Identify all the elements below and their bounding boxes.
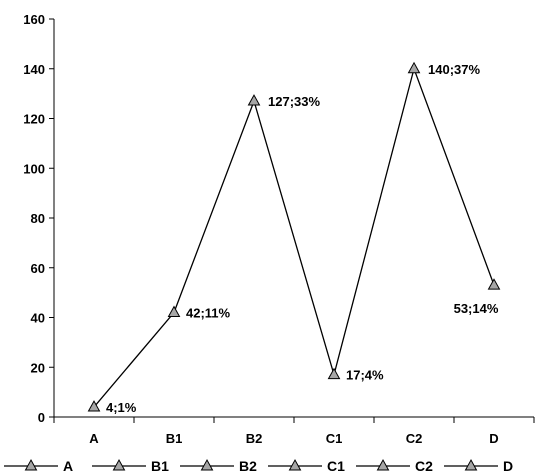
legend-marker (200, 459, 214, 471)
legend-item: A (4, 458, 73, 474)
y-tick-label: 80 (31, 211, 45, 226)
data-label: 53;14% (454, 301, 499, 316)
y-tick-label: 160 (23, 12, 45, 27)
legend-marker (464, 459, 478, 471)
series-line (93, 66, 495, 408)
data-labels: 4;1% 42;11% 127;33% 17;4% 140;37% 53;14% (106, 62, 499, 415)
legend-item: D (444, 458, 513, 474)
data-point-marker (87, 400, 101, 412)
y-axis: 0 20 40 60 80 100 120 140 160 (23, 12, 55, 425)
y-tick-label: 40 (31, 311, 45, 326)
x-tick-label: D (489, 431, 498, 446)
y-tick-label: 0 (38, 410, 45, 425)
legend-label: C2 (415, 458, 433, 474)
data-label: 4;1% (106, 400, 137, 415)
x-tick-label: B1 (166, 431, 183, 446)
legend-marker (112, 459, 126, 471)
y-tick-label: 60 (31, 261, 45, 276)
series-line-group (87, 61, 501, 412)
data-label: 42;11% (186, 306, 231, 321)
legend-item: B2 (180, 458, 257, 474)
legend-item: B1 (92, 458, 169, 474)
legend-marker (376, 459, 390, 471)
data-point-marker (407, 61, 421, 74)
data-label: 140;37% (428, 62, 480, 77)
legend-label: B2 (239, 458, 257, 474)
legend-item: C2 (356, 458, 433, 474)
data-point-marker (167, 305, 181, 317)
y-tick-label: 100 (23, 161, 45, 176)
data-point-marker (487, 278, 501, 290)
data-label: 127;33% (268, 94, 320, 109)
x-tick-label: A (89, 431, 99, 446)
legend-marker (288, 459, 302, 471)
x-tick-label: B2 (246, 431, 263, 446)
legend-item: C1 (268, 458, 345, 474)
legend-label: A (63, 458, 73, 474)
legend-label: C1 (327, 458, 345, 474)
x-tick-label: C2 (406, 431, 423, 446)
x-axis: A B1 B2 C1 C2 D (53, 416, 535, 446)
legend-label: D (503, 458, 513, 474)
y-tick-label: 120 (23, 112, 45, 127)
y-tick-label: 20 (31, 360, 45, 375)
y-tick-label: 140 (23, 62, 45, 77)
legend-label: B1 (151, 458, 169, 474)
x-tick-label: C1 (326, 431, 343, 446)
legend: A B1 B2 C1 C2 D (4, 458, 513, 474)
data-point-marker (327, 367, 341, 380)
data-point-marker (247, 94, 261, 106)
legend-marker (24, 459, 38, 471)
data-label: 17;4% (346, 368, 384, 383)
